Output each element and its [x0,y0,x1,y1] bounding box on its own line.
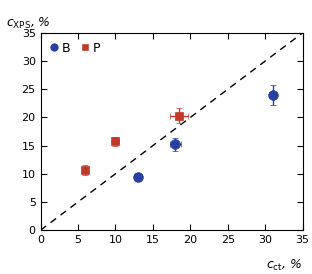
Text: $c_\mathrm{XPS}$, %: $c_\mathrm{XPS}$, % [7,16,51,31]
Text: $c_\mathrm{ct}$, %: $c_\mathrm{ct}$, % [266,258,303,273]
Legend: B, P: B, P [47,39,103,57]
